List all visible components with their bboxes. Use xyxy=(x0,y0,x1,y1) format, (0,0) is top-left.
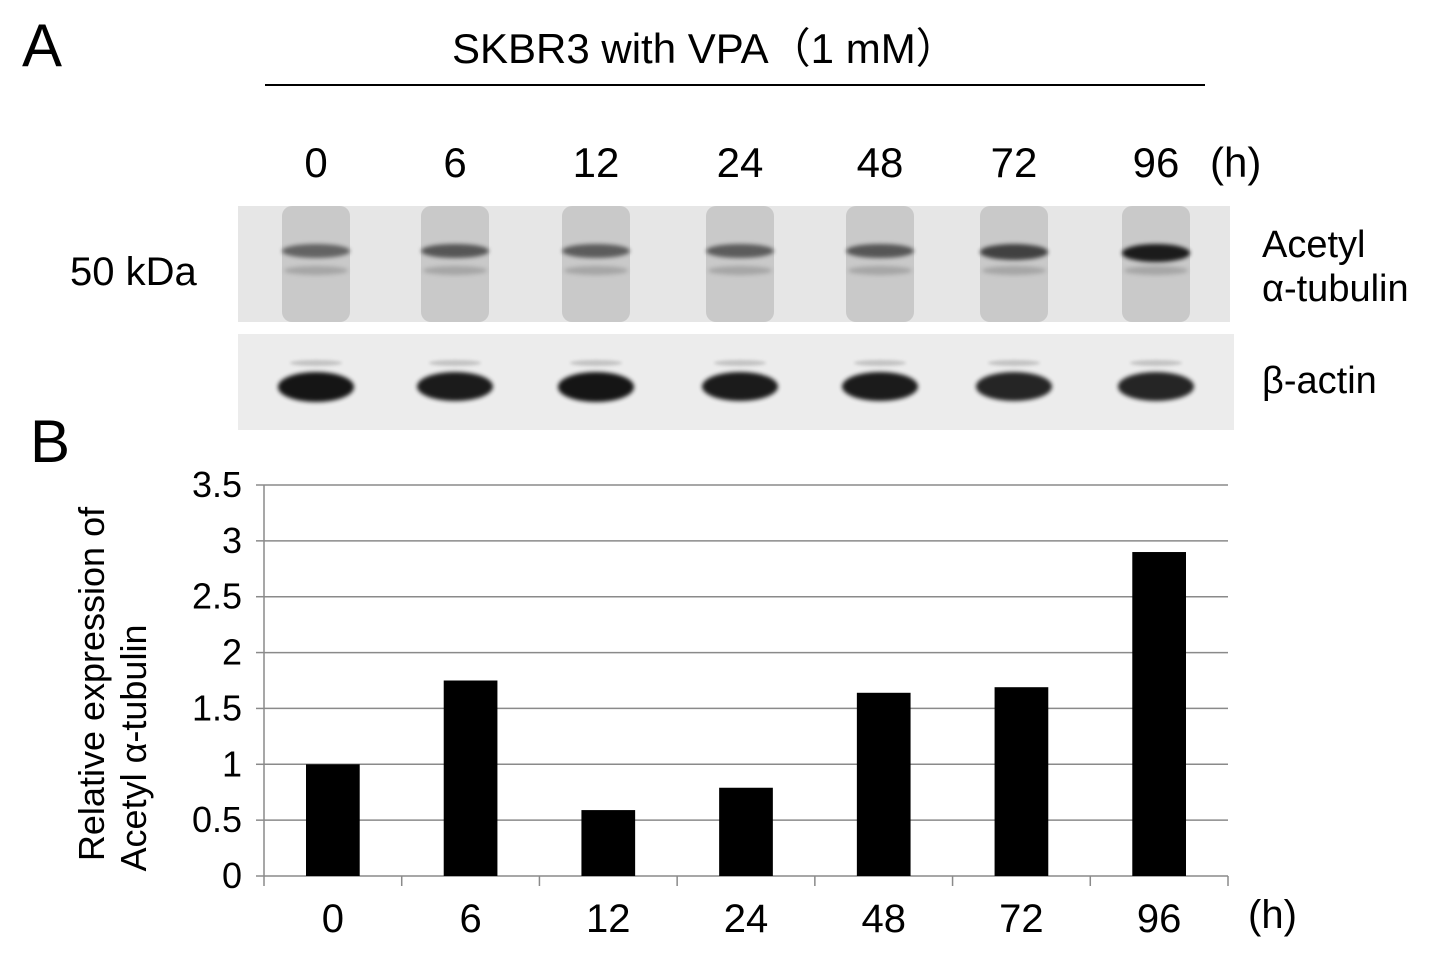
actin-faint-band xyxy=(714,360,766,366)
bar xyxy=(719,787,773,876)
x-tick-label: 72 xyxy=(999,897,1044,941)
acetyl-lower-band xyxy=(423,266,487,275)
acetyl-tubulin-band xyxy=(421,244,489,259)
acetyl-tubulin-band xyxy=(1122,244,1190,262)
bar xyxy=(443,680,498,876)
actin-faint-band xyxy=(429,360,481,366)
blot-title: SKBR3 with VPA（1 mM） xyxy=(452,25,958,72)
x-tick-label: 12 xyxy=(586,897,631,941)
acetyl-lower-band xyxy=(708,266,772,275)
title-underline xyxy=(265,84,1205,86)
actin-faint-band xyxy=(570,360,622,366)
beta-actin-band xyxy=(417,372,493,402)
panel-b-letter: B xyxy=(30,408,71,475)
acetyl-smear xyxy=(562,206,630,322)
acetyl-lower-band xyxy=(848,266,912,275)
y-tick-label: 2 xyxy=(222,632,242,673)
x-tick-label: 96 xyxy=(1137,897,1182,941)
lane-label: 72 xyxy=(990,139,1038,186)
lane-label: 96 xyxy=(1132,139,1180,186)
beta-actin-band xyxy=(278,372,354,402)
y-tick-label: 3 xyxy=(222,520,242,561)
acetyl-lower-band xyxy=(284,266,348,275)
lane-label: 48 xyxy=(856,139,904,186)
actin-faint-band xyxy=(988,360,1040,366)
acetyl-lower-band xyxy=(982,266,1046,275)
y-tick-label: 1.5 xyxy=(192,687,242,728)
y-axis-label-line2: Acetyl α-tubulin xyxy=(113,625,154,872)
beta-actin-band xyxy=(976,372,1052,401)
y-axis-label-line1: Relative expression of xyxy=(71,506,112,861)
lane-label: 12 xyxy=(572,139,620,186)
acetyl-smear xyxy=(980,206,1048,322)
actin-faint-band xyxy=(1130,360,1182,366)
y-tick-label: 2.5 xyxy=(192,576,242,617)
lane-label: 24 xyxy=(716,139,764,186)
acetyl-lower-band xyxy=(1124,266,1188,275)
beta-actin-blot xyxy=(238,334,1234,430)
acetyl-tubulin-blot xyxy=(238,206,1230,322)
x-tick-label: 24 xyxy=(724,897,769,941)
y-tick-label: 0.5 xyxy=(192,799,242,840)
x-axis-unit: (h) xyxy=(1248,893,1297,937)
blot-time-unit: (h) xyxy=(1210,139,1262,186)
bar xyxy=(306,764,360,876)
acetyl-tubulin-label-line1: Acetyl xyxy=(1262,224,1366,266)
acetyl-smear xyxy=(1122,206,1190,322)
y-tick-label: 0 xyxy=(222,855,242,896)
acetyl-tubulin-band xyxy=(282,244,350,258)
acetyl-tubulin-label: Acetyl α-tubulin xyxy=(1262,224,1409,311)
y-tick-label: 1 xyxy=(222,743,242,784)
acetyl-tubulin-label-line2: α-tubulin xyxy=(1262,267,1409,310)
mw-marker: 50 kDa xyxy=(70,250,197,294)
acetyl-tubulin-band xyxy=(706,244,774,258)
x-tick-label: 6 xyxy=(459,897,481,941)
actin-faint-band xyxy=(854,360,906,366)
bar xyxy=(581,810,636,876)
bar xyxy=(1132,552,1186,876)
y-tick-label: 3.5 xyxy=(192,464,242,505)
actin-faint-band xyxy=(290,360,342,366)
beta-actin-label: β-actin xyxy=(1262,360,1377,402)
acetyl-smear xyxy=(846,206,914,322)
acetyl-smear xyxy=(282,206,350,322)
bar xyxy=(994,687,1049,876)
acetyl-smear xyxy=(706,206,774,322)
acetyl-lower-band xyxy=(564,266,628,275)
beta-actin-band xyxy=(702,372,778,402)
beta-actin-band xyxy=(842,372,918,402)
lane-label: 6 xyxy=(443,139,467,186)
x-tick-label: 48 xyxy=(861,897,906,941)
beta-actin-band xyxy=(558,372,634,402)
acetyl-smear xyxy=(421,206,489,322)
panel-a-letter: A xyxy=(22,12,63,79)
bar xyxy=(856,692,911,876)
x-tick-label: 0 xyxy=(322,897,344,941)
acetyl-tubulin-band xyxy=(980,244,1048,260)
lane-label: 0 xyxy=(304,139,328,186)
beta-actin-band xyxy=(1118,372,1194,401)
acetyl-tubulin-band xyxy=(846,244,914,259)
acetyl-tubulin-band xyxy=(562,244,630,258)
